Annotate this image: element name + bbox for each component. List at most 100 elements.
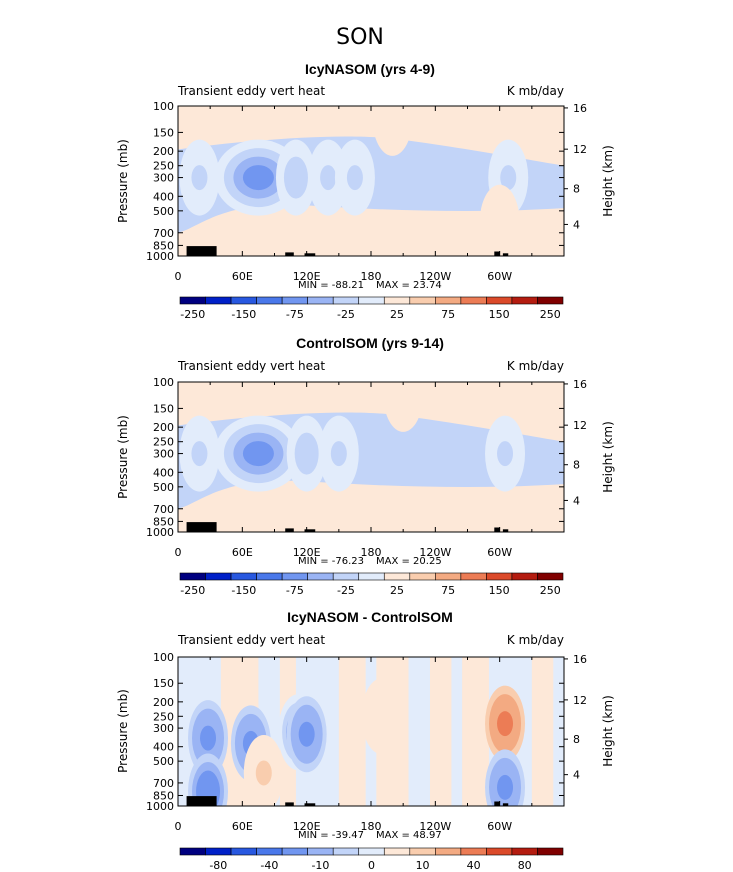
y2-tick-label: 8	[573, 733, 580, 746]
panel-1-subtitle-left: Transient eddy vert heat	[177, 84, 325, 98]
colorbar-swatch	[256, 847, 283, 856]
y-tick-label: 700	[153, 777, 174, 790]
contour-blob	[395, 382, 412, 407]
y-tick-label: 400	[153, 190, 174, 203]
x-tick-label: 0	[175, 270, 182, 283]
colorbar-swatch	[537, 847, 564, 856]
contour-blob	[242, 165, 274, 191]
y2-tick-label: 4	[573, 494, 580, 507]
y-tick-label: 700	[153, 227, 174, 240]
y-tick-label: 250	[153, 160, 174, 173]
colorbar-swatch	[179, 847, 206, 856]
colorbar-label: 75	[441, 308, 455, 321]
panel-3-ylabel: Pressure (mb)	[116, 689, 130, 773]
x-tick-label: 180	[361, 820, 382, 833]
contour-blob	[298, 441, 315, 467]
colorbar-label: 250	[540, 308, 561, 321]
colorbar-swatch	[409, 296, 436, 305]
contour-blob	[491, 210, 508, 236]
y2-tick-label: 16	[573, 378, 587, 391]
colorbar-label: -40	[260, 859, 278, 872]
colorbar-label: -250	[180, 584, 205, 597]
y-tick-label: 200	[153, 145, 174, 158]
colorbar-swatch	[205, 296, 232, 305]
colorbar-swatch	[307, 847, 334, 856]
colorbar-swatch	[511, 572, 538, 581]
orography	[186, 796, 217, 806]
colorbar-swatch	[486, 847, 513, 856]
panel-1-y2label: Height (km)	[601, 145, 615, 216]
panel-2-title: ControlSOM (yrs 9-14)	[296, 335, 444, 351]
panel-1-max-label: MAX = 23.74	[376, 280, 442, 291]
y-tick-label: 100	[153, 376, 174, 389]
panel-1-colorbar: -250 -150 -75 -25 25 75 150 250	[179, 296, 564, 321]
colorbar-swatch	[256, 296, 283, 305]
panel-3-min-label: MIN = -39.47	[298, 830, 364, 841]
orography	[285, 528, 294, 532]
colorbar-swatch	[358, 296, 385, 305]
colorbar-label: -75	[286, 584, 304, 597]
y-tick-label: 500	[153, 205, 174, 218]
x-tick-label: 120W	[419, 270, 451, 283]
y-tick-label: 250	[153, 710, 174, 723]
colorbar-swatch	[256, 572, 283, 581]
colorbar-label: 150	[489, 584, 510, 597]
y-tick-label: 500	[153, 481, 174, 494]
panel-3: IcyNASOM - ControlSOM Transient eddy ver…	[116, 609, 615, 872]
orography	[304, 529, 316, 532]
panel-3-title: IcyNASOM - ControlSOM	[287, 609, 453, 625]
colorbar-label: 80	[518, 859, 532, 872]
panel-2-min-label: MIN = -76.23	[298, 556, 364, 567]
panel-1-title: IcyNASOM (yrs 4-9)	[305, 61, 435, 77]
colorbar-swatch	[409, 572, 436, 581]
orography	[494, 251, 500, 256]
colorbar-swatch	[307, 572, 334, 581]
x-tick-label: 120E	[293, 546, 321, 559]
colorbar-swatch	[281, 847, 308, 856]
y2-tick-label: 12	[573, 419, 587, 432]
colorbar-swatch	[179, 296, 206, 305]
orography	[304, 803, 316, 806]
colorbar-swatch	[358, 847, 385, 856]
colorbar-swatch	[460, 296, 487, 305]
colorbar-label: 250	[540, 584, 561, 597]
colorbar-label: 75	[441, 584, 455, 597]
orography	[304, 253, 316, 256]
y-tick-label: 150	[153, 677, 174, 690]
contour-blob	[242, 441, 274, 467]
x-tick-label: 0	[175, 820, 182, 833]
colorbar-swatch	[460, 847, 487, 856]
colorbar-label: 25	[390, 308, 404, 321]
panel-2-colorbar: -250 -150 -75 -25 25 75 150 250	[179, 572, 564, 597]
colorbar-swatch	[205, 572, 232, 581]
x-tick-label: 120W	[419, 820, 451, 833]
contour-blob	[320, 165, 337, 191]
colorbar-swatch	[230, 847, 257, 856]
contour-blob	[497, 774, 514, 800]
colorbar-swatch	[205, 847, 232, 856]
colorbar-swatch	[332, 572, 360, 581]
colorbar-swatch	[281, 296, 308, 305]
y-tick-label: 1000	[146, 250, 174, 263]
y-tick-label: 700	[153, 503, 174, 516]
orography	[502, 803, 509, 806]
y-tick-label: 200	[153, 421, 174, 434]
colorbar-swatch	[230, 296, 257, 305]
contour-blob	[373, 703, 390, 729]
colorbar-label: 0	[368, 859, 375, 872]
positive-strip	[338, 657, 366, 806]
positive-strip	[429, 657, 452, 806]
colorbar-label: -25	[337, 308, 355, 321]
x-tick-label: 120W	[419, 546, 451, 559]
y-tick-label: 150	[153, 402, 174, 415]
orography	[285, 252, 294, 256]
y-tick-label: 850	[153, 789, 174, 802]
colorbar-swatch	[435, 847, 462, 856]
colorbar-label: -80	[209, 859, 227, 872]
x-tick-label: 0	[175, 546, 182, 559]
panel-3-y2label: Height (km)	[601, 695, 615, 766]
colorbar-label: 150	[489, 308, 510, 321]
